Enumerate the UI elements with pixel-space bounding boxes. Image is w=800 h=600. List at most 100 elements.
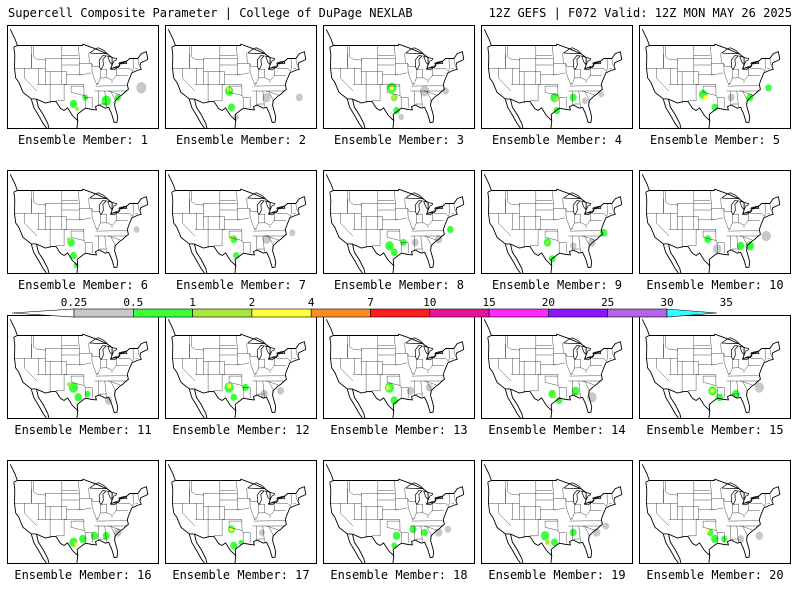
state-boundary — [570, 228, 574, 230]
scp-contour-area — [447, 225, 454, 234]
state-boundary — [96, 518, 100, 520]
great-lake — [425, 500, 437, 506]
scp-contour-area — [765, 84, 772, 92]
state-boundary — [340, 68, 354, 92]
great-lake — [741, 65, 753, 71]
state-boundary — [498, 503, 512, 527]
coastline — [171, 482, 306, 558]
ensemble-member-map — [323, 25, 475, 129]
state-boundary — [723, 353, 732, 357]
state-boundary — [611, 58, 614, 66]
coastline — [329, 188, 465, 214]
state-boundary — [386, 86, 401, 96]
scp-contour-area — [277, 386, 285, 395]
state-boundary — [241, 519, 244, 543]
great-lake — [425, 210, 437, 216]
state-boundary — [399, 519, 402, 543]
colorbar-legend: 0.25 0.5 1 2 4 7 10 15 20 25 30 35 — [11, 296, 733, 318]
state-boundary — [556, 217, 566, 220]
great-lake — [741, 500, 753, 506]
ensemble-member-map — [165, 460, 317, 564]
great-lake — [563, 337, 583, 344]
great-lake — [405, 192, 425, 199]
state-boundary — [33, 335, 62, 351]
state-boundary — [728, 83, 732, 85]
state-boundary — [448, 58, 450, 72]
colorbar-low-arrow — [11, 308, 75, 318]
great-lake — [89, 192, 109, 199]
state-boundary — [258, 367, 270, 371]
state-boundary — [118, 358, 133, 362]
state-boundary — [24, 358, 38, 382]
state-boundary — [110, 381, 121, 386]
scp-contour-area — [571, 386, 580, 395]
state-boundary — [33, 190, 62, 206]
state-boundary — [592, 358, 607, 362]
coastline — [483, 319, 492, 336]
state-boundary — [578, 380, 581, 398]
state-boundary — [340, 213, 354, 237]
great-lake — [581, 55, 592, 66]
great-lake — [592, 60, 602, 65]
state-boundary — [91, 208, 100, 212]
scp-contour-area — [737, 535, 745, 543]
coastline — [30, 98, 47, 128]
great-lake — [267, 65, 279, 71]
state-boundary — [590, 68, 602, 76]
coastline — [171, 478, 307, 504]
state-boundary — [710, 335, 715, 365]
scp-contour-area — [540, 531, 550, 541]
scp-contour-area — [238, 539, 244, 545]
state-boundary — [544, 376, 559, 386]
state-boundary — [665, 190, 694, 206]
state-boundary — [611, 203, 614, 211]
great-lake — [434, 205, 444, 210]
state-boundary — [249, 208, 259, 230]
great-lake — [118, 350, 128, 355]
state-boundary — [732, 512, 744, 516]
state-boundary — [764, 348, 766, 362]
coastline — [487, 192, 622, 268]
state-boundary — [420, 235, 423, 253]
state-boundary — [269, 509, 275, 518]
state-boundary — [213, 71, 225, 101]
ensemble-member-label: Ensemble Member: 12 — [172, 423, 310, 437]
ensemble-member-map — [7, 315, 159, 419]
state-boundary — [732, 222, 744, 226]
scp-contour-area — [545, 539, 550, 545]
coastline — [346, 388, 363, 418]
great-lake — [741, 355, 753, 361]
coastline — [645, 478, 781, 504]
coastline — [188, 533, 205, 563]
state-boundary — [427, 219, 433, 228]
coastline — [194, 98, 208, 128]
scp-contour-area — [68, 382, 79, 393]
coastline — [662, 98, 679, 128]
great-lake — [592, 205, 602, 210]
scp-contour-area — [389, 85, 394, 91]
coastline — [76, 555, 79, 563]
state-boundary — [88, 197, 90, 209]
scp-contour-area — [70, 251, 77, 260]
coastline — [194, 533, 208, 563]
scp-contour-area — [136, 82, 147, 94]
ensemble-member-label: Ensemble Member: 19 — [488, 568, 626, 582]
coastline — [194, 243, 208, 273]
coastline — [483, 29, 492, 46]
state-boundary — [182, 213, 196, 237]
state-boundary — [507, 480, 536, 496]
coastline — [13, 192, 148, 268]
great-lake — [267, 210, 279, 216]
state-boundary — [434, 68, 449, 72]
state-boundary — [529, 216, 541, 246]
coastline — [76, 265, 79, 273]
colorbar-swatch — [251, 308, 312, 318]
coastline — [641, 319, 650, 336]
coastline — [13, 478, 149, 504]
coastline — [510, 533, 524, 563]
scp-contour-area — [133, 226, 140, 233]
scp-contour-area — [552, 393, 557, 398]
state-boundary — [240, 362, 250, 365]
coastline — [550, 120, 553, 128]
great-lake — [256, 490, 265, 506]
